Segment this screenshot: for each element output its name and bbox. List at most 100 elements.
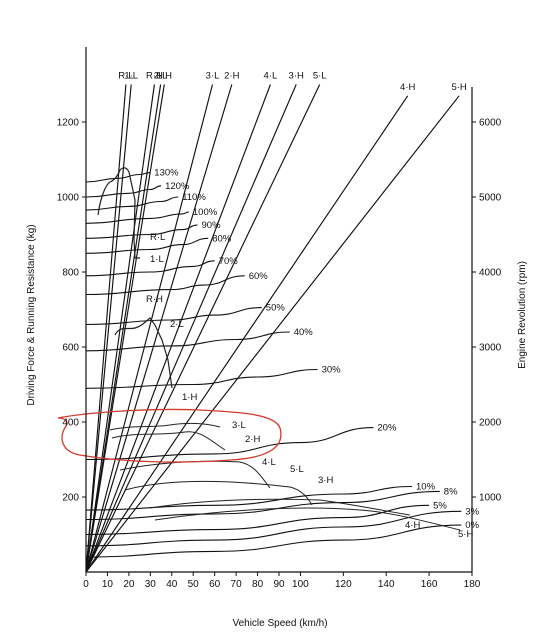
resistance-label: 10% — [416, 482, 436, 493]
gear-line — [85, 84, 132, 573]
y2-tick-label: 2000 — [479, 418, 502, 429]
gear-label: R·H — [146, 71, 163, 82]
gear-line — [85, 84, 271, 573]
gear-label: 2·H — [224, 71, 239, 82]
gear-line — [85, 84, 297, 573]
resistance-curve — [85, 331, 290, 352]
trace-label: R·L — [150, 232, 165, 243]
resistance-curve — [85, 485, 413, 511]
y2-tick-label: 3000 — [479, 343, 502, 354]
x-tick-label: 100 — [292, 579, 309, 590]
gear-line — [85, 84, 233, 573]
resistance-curve — [85, 368, 318, 389]
torque-trace-low3 — [124, 480, 313, 506]
x-tick-label: 10 — [102, 579, 114, 590]
x-tick-label: 80 — [252, 579, 264, 590]
gear-label: 3·H — [289, 71, 304, 82]
x-tick-label: 120 — [335, 579, 352, 590]
resistance-curve — [85, 224, 198, 239]
trace-label: 5·L — [290, 464, 304, 475]
gear-label: R·L — [118, 71, 133, 82]
trace-label: 4·H — [405, 520, 420, 531]
resistance-label: 5% — [433, 500, 447, 511]
y-axis-title: Driving Force & Running Resistance (kg) — [26, 224, 37, 405]
y-tick-label: 600 — [62, 343, 79, 354]
trace-label: 5·H — [458, 529, 473, 540]
gear-label: 5·H — [451, 82, 466, 93]
trace-label: 3·L — [232, 420, 246, 431]
gear-line — [85, 84, 127, 573]
y-tick-label: 1200 — [57, 118, 80, 129]
x-tick-label: 160 — [421, 579, 438, 590]
y-tick-label: 800 — [62, 268, 79, 279]
y-tick-label: 1000 — [57, 193, 80, 204]
trace-label: 3·H — [318, 475, 333, 486]
torque-trace-mid1 — [109, 422, 221, 431]
trace-label: 2·H — [245, 434, 260, 445]
gear-label: 1·L — [124, 71, 138, 82]
curves-layer: R·L1·L2·LR·H1·H3·L2·H4·L3·H5·L4·H5·H0%3%… — [85, 71, 480, 573]
trace-label: 1·H — [182, 392, 197, 403]
torque-trace-mid2 — [111, 431, 226, 451]
y2-axis-title: Engine Revolution (rpm) — [517, 261, 528, 369]
gear-line — [85, 95, 409, 573]
resistance-label: 120% — [165, 181, 190, 192]
torque-trace-low2 — [119, 460, 271, 489]
gear-line — [85, 84, 214, 573]
resistance-label: 30% — [322, 365, 342, 376]
x-tick-label: 60 — [209, 579, 221, 590]
gear-label: 4·L — [264, 71, 278, 82]
trace-label: 1·L — [150, 254, 164, 265]
gear-line — [85, 84, 155, 573]
x-tick-label: 40 — [166, 579, 178, 590]
resistance-curve — [85, 172, 151, 183]
resistance-label: 110% — [182, 192, 206, 203]
trace-label: R·H — [146, 294, 163, 305]
x-tick-label: 20 — [123, 579, 135, 590]
resistance-label: 40% — [294, 327, 314, 338]
x-tick-label: 0 — [83, 579, 89, 590]
highlight-outline — [57, 408, 282, 463]
resistance-curve — [85, 185, 162, 198]
x-tick-label: 90 — [273, 579, 285, 590]
resistance-label: 130% — [154, 168, 179, 179]
y2-tick-label: 1000 — [479, 493, 502, 504]
resistance-label: 50% — [266, 303, 286, 314]
resistance-label: 8% — [444, 486, 458, 497]
gear-label: 3·L — [206, 71, 220, 82]
y2-tick-label: 5000 — [479, 193, 502, 204]
x-tick-label: 140 — [378, 579, 395, 590]
gear-label: 4·H — [400, 82, 415, 93]
gear-line — [85, 84, 321, 573]
resistance-curve — [85, 237, 209, 254]
resistance-label: 70% — [219, 256, 239, 267]
y-tick-label: 400 — [62, 418, 79, 429]
torque-trace-low4 — [149, 498, 411, 516]
trace-label: 4·L — [262, 457, 276, 468]
resistance-label: 90% — [202, 220, 222, 231]
resistance-curve — [85, 196, 179, 211]
resistance-label: 100% — [193, 207, 218, 218]
torque-trace-low — [97, 167, 140, 259]
x-tick-label: 70 — [231, 579, 243, 590]
trace-label: 2·L — [170, 319, 184, 330]
x-tick-label: 30 — [145, 579, 157, 590]
resistance-curve — [85, 510, 462, 547]
x-axis-title: Vehicle Speed (km/h) — [232, 618, 327, 629]
resistance-label: 80% — [212, 233, 232, 244]
resistance-curve — [85, 260, 215, 277]
torque-trace-high — [114, 317, 173, 389]
ticks-layer: 0 10 20 30 40 50 60 70 80 90 100 120 140 160 180 200 400… — [57, 118, 502, 591]
y2-tick-label: 4000 — [479, 268, 502, 279]
gear-label: 5·L — [313, 71, 327, 82]
resistance-curve — [85, 211, 189, 224]
gear-label: 2·L — [154, 71, 168, 82]
y2-tick-label: 6000 — [479, 118, 502, 129]
gear-label: 1·H — [157, 71, 172, 82]
resistance-curve — [85, 427, 374, 461]
resistance-curve — [85, 275, 245, 296]
annotations-layer: R·L 1·L R·H 2·L 1·H 3·L 2·H 4·L 5·L 3·H 4·H 5·H — [57, 167, 473, 540]
resistance-label: 60% — [249, 271, 269, 282]
x-tick-label: 180 — [464, 579, 481, 590]
